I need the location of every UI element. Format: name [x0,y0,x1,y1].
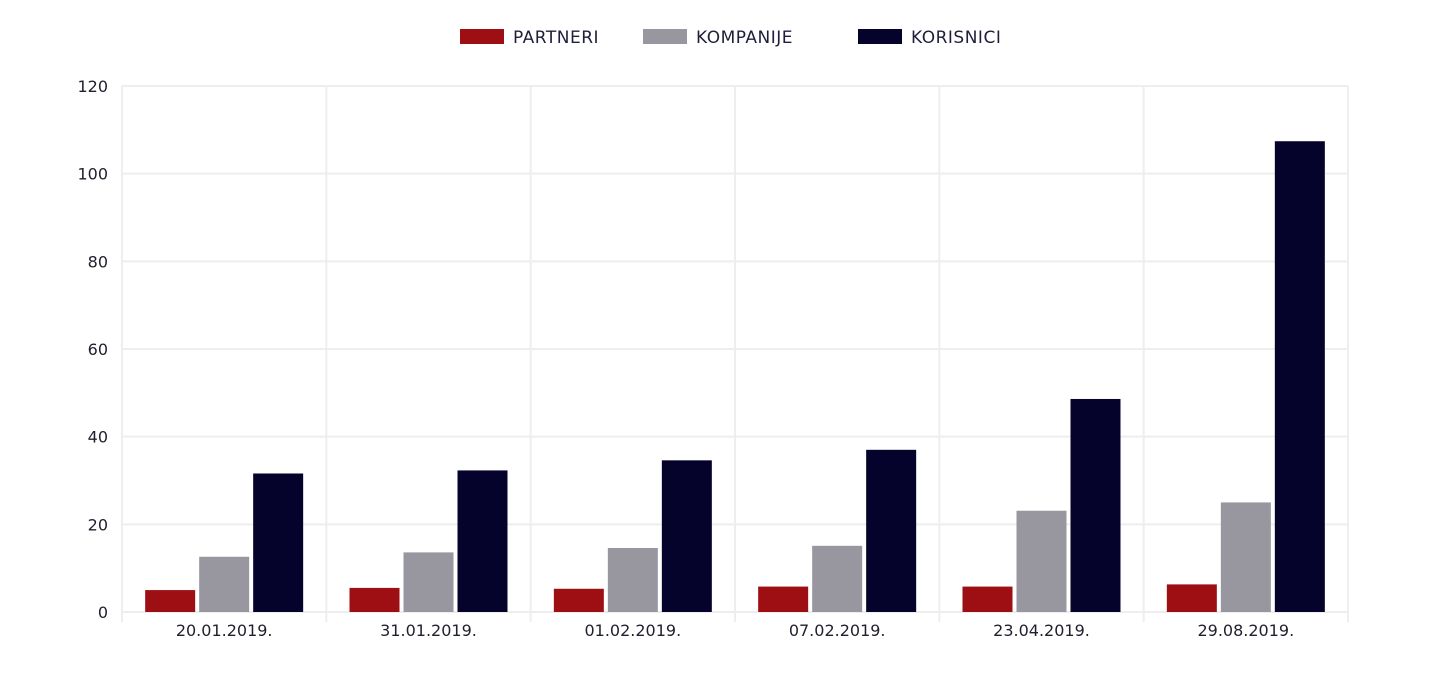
bar-partneri-4[interactable] [962,586,1013,612]
x-axis-ticks: 20.01.2019. 31.01.2019. 01.02.2019. 07.02.2… [176,621,1294,640]
legend-label: PARTNERI [513,28,599,48]
bar-kompanije-0[interactable] [199,556,250,612]
bar-korisnici-5[interactable] [1274,141,1325,613]
bar-partneri-1[interactable] [349,587,400,612]
x-tick-label: 07.02.2019. [789,621,886,640]
bars [145,141,1325,613]
legend-swatch [643,29,687,44]
x-tick-label: 23.04.2019. [993,621,1090,640]
bar-partneri-2[interactable] [553,588,604,612]
legend-swatch [858,29,902,44]
x-tick-label: 20.01.2019. [176,621,273,640]
bar-korisnici-2[interactable] [661,460,712,612]
y-tick-label: 0 [98,603,108,622]
bar-kompanije-4[interactable] [1016,510,1067,612]
legend-item-partneri[interactable]: PARTNERI [460,28,599,48]
x-tick-label: 29.08.2019. [1197,621,1294,640]
y-tick-label: 80 [88,252,108,271]
legend-label: KOMPANIJE [696,28,793,48]
y-axis-ticks: 0 20 40 60 80 100 120 [77,77,108,622]
x-tick-label: 31.01.2019. [380,621,477,640]
bar-korisnici-1[interactable] [457,470,508,612]
y-tick-label: 40 [88,428,108,447]
legend-swatch [460,29,504,44]
y-tick-label: 20 [88,515,108,534]
bar-partneri-0[interactable] [145,590,196,612]
legend-label: KORISNICI [911,28,1001,48]
legend-item-kompanije[interactable]: KOMPANIJE [643,28,793,48]
bar-kompanije-3[interactable] [812,545,863,612]
x-tick-label: 01.02.2019. [584,621,681,640]
bar-korisnici-3[interactable] [866,449,917,612]
y-tick-label: 100 [77,165,108,184]
bar-kompanije-5[interactable] [1220,502,1271,612]
legend: PARTNERI KOMPANIJE KORISNICI [460,28,1001,48]
bar-partneri-3[interactable] [758,586,809,612]
bar-korisnici-0[interactable] [253,473,304,612]
y-tick-label: 120 [77,77,108,96]
bar-korisnici-4[interactable] [1070,398,1121,612]
bar-partneri-5[interactable] [1166,584,1217,612]
bar-kompanije-1[interactable] [403,552,454,612]
legend-item-korisnici[interactable]: KORISNICI [858,28,1001,48]
bar-kompanije-2[interactable] [607,548,658,612]
y-tick-label: 60 [88,340,108,359]
grid [121,85,1349,622]
